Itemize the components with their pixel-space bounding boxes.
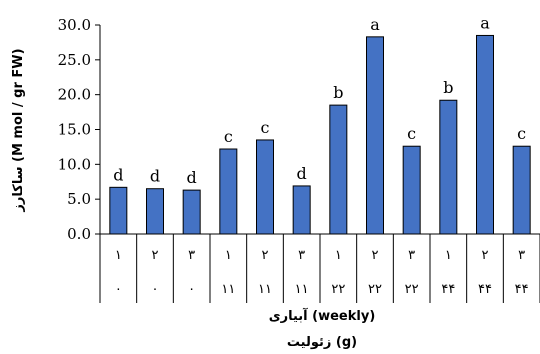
category-label-irrigation: ۳: [298, 248, 305, 263]
category-label-zeolite: ۴۴: [478, 282, 492, 297]
significance-letter: c: [407, 124, 416, 143]
category-label-irrigation: ۲: [262, 248, 269, 263]
significance-letter: d: [150, 167, 160, 186]
significance-letter: b: [333, 83, 343, 102]
category-label-zeolite: ۱۱: [258, 282, 272, 297]
significance-letter: d: [297, 164, 307, 183]
axes: [99, 25, 540, 303]
category-label-irrigation: ۲: [372, 248, 379, 263]
category-label-zeolite: ۲۲: [405, 282, 419, 297]
bar: [256, 139, 274, 235]
x-axis-title-zeolite: زئولیت (g): [287, 335, 357, 350]
significance-letter: d: [113, 165, 123, 184]
category-label-irrigation: ۱: [335, 248, 342, 263]
x-axis-title-irrigation: آبیاری (weekly): [269, 307, 376, 324]
significance-letter: c: [261, 118, 270, 137]
significance-letter: b: [443, 78, 453, 97]
category-label-irrigation: ۳: [408, 248, 415, 263]
bar: [109, 186, 128, 235]
category-label-zeolite: ۲۲: [368, 282, 382, 297]
category-label-zeolite: ۱۱: [295, 282, 309, 297]
bars: [109, 34, 531, 235]
bar-significance-labels: d d d c c d b a c b a c: [113, 13, 526, 187]
category-label-irrigation: ۳: [518, 248, 525, 263]
y-tick-label: 15.0: [58, 121, 91, 139]
category-label-irrigation: ۱: [445, 248, 452, 263]
bar: [366, 36, 384, 235]
category-label-zeolite: ۴۴: [515, 282, 529, 297]
bar: [402, 145, 421, 235]
bar: [512, 145, 531, 235]
significance-letter: c: [517, 124, 526, 143]
category-label-irrigation: ۱: [225, 248, 232, 263]
category-label-zeolite: ۲۲: [331, 282, 345, 297]
bar: [219, 148, 238, 235]
bar: [439, 99, 458, 235]
bar: [182, 189, 201, 235]
significance-letter: c: [224, 127, 233, 146]
y-tick-label: 0.0: [67, 225, 91, 243]
category-label-zeolite: ۰: [152, 282, 159, 297]
bar: [476, 34, 494, 235]
category-label-zeolite: ۱۱: [221, 282, 235, 297]
significance-letter: a: [480, 13, 490, 32]
category-label-irrigation: ۳: [188, 248, 195, 263]
y-tick-label: 25.0: [58, 51, 91, 69]
category-label-zeolite: ۰: [115, 282, 122, 297]
category-label-irrigation: ۲: [152, 248, 159, 263]
y-tick-label: 20.0: [58, 86, 91, 104]
significance-letter: d: [187, 168, 197, 187]
y-tick-label: 30.0: [58, 16, 91, 34]
category-label-zeolite: ۰: [188, 282, 195, 297]
y-axis-ticks: 0.0 5.0 10.0 15.0 20.0 25.0 30.0: [58, 16, 100, 243]
bar: [292, 185, 311, 235]
significance-letter: a: [370, 15, 380, 34]
y-axis-title: ساکارز (M mol / gr FW): [11, 48, 26, 212]
category-label-irrigation: ۲: [482, 248, 489, 263]
bar: [146, 188, 164, 235]
category-label-irrigation: ۱: [115, 248, 122, 263]
bar: [329, 104, 348, 235]
y-tick-label: 5.0: [67, 190, 91, 208]
category-label-zeolite: ۴۴: [441, 282, 455, 297]
y-tick-label: 10.0: [58, 155, 91, 173]
